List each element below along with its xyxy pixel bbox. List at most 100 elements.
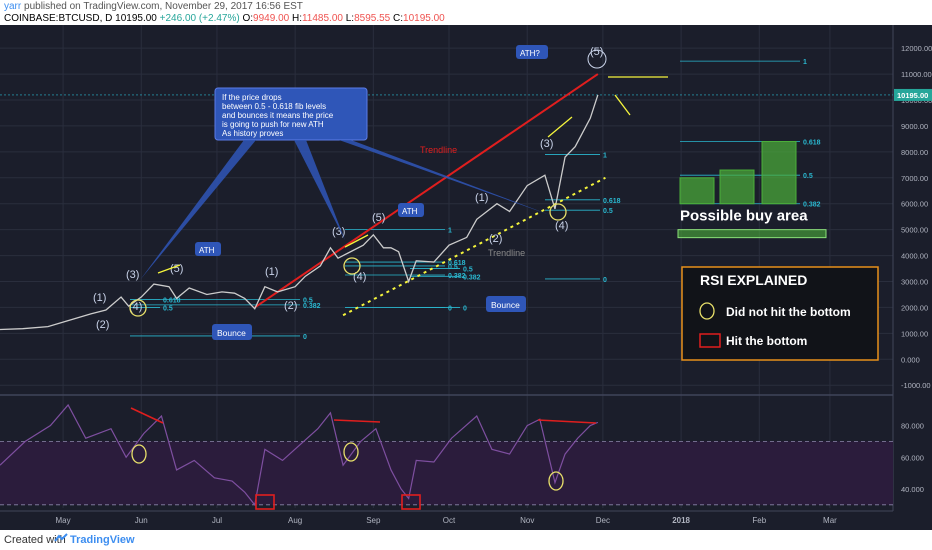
rsi-band [0,441,893,505]
buy-area-label: Possible buy area [680,208,808,225]
fib-label: 0.5 [448,264,458,271]
fib-label: 0.5 [803,173,813,180]
author-link[interactable]: yarr [4,1,22,12]
y-tick-label: 2000.00 [901,303,928,312]
y-tick-label: 3000.00 [901,278,928,287]
rsi-background [0,440,893,506]
rsi-axis: 40.000 60.000 80.000 [901,422,924,494]
open-value: 9949.00 [253,13,290,24]
fib-label: 1 [603,152,607,159]
legend-title: RSI EXPLAINED [700,272,807,288]
legend-ring-icon [699,302,715,320]
y-tick-label: 5000.00 [901,226,928,235]
rsi-divergence [333,419,381,423]
bounce-bubble [486,296,526,312]
wave-label: (3) [126,269,139,281]
wave-label: (2) [284,300,297,312]
rsi-divergence [537,419,597,424]
y-tick-label: 8000.00 [901,148,928,157]
note-line: between 0.5 - 0.618 fib levels [222,102,326,111]
ath-label: ATH [402,207,418,216]
trendline-yellow [342,176,606,317]
fib-label: 0.618 [803,139,821,146]
bounce-label: Bounce [491,300,520,310]
trendline-label: Trendline [420,145,457,155]
axis-strip [893,25,932,530]
y-tick-label: 7000.00 [901,174,928,183]
bounce-ring [129,299,147,317]
chart-canvas[interactable]: -1000.00 0.000 1000.00 2000.00 3000.00 4000.0… [0,25,932,530]
note-line: is going to push for new ATH [222,120,324,129]
bounce-bubble [212,324,252,340]
time-axis: May Jun Jul Aug Sep Oct Nov Dec 2018 Feb Mar [56,516,838,525]
rsi-legend: RSI EXPLAINED Did not hit the bottom Hit t… [681,266,879,361]
x-tick-label: Mar [823,516,837,525]
x-tick-label: 2018 [672,516,690,525]
buy-box [761,140,797,205]
x-tick-label: Sep [366,516,381,525]
bounce-ring [549,203,567,221]
y-tick-label: -1000.00 [901,381,931,390]
wave-label: (4) [129,301,142,313]
y-tick-label: 11000.00 [901,70,932,79]
bounce-label: Bounce [217,328,246,338]
rsi-line [0,403,599,507]
x-tick-label: Dec [596,516,610,525]
rsi-bottom-box [255,494,275,510]
annotations: Possible buy area (1) (2) (3) (4) (5) (1) (2) (3… [93,45,879,510]
fib-label: 0 [463,305,467,312]
high-value: 11485.00 [301,13,343,24]
rsi-tick-label: 40.000 [901,485,924,494]
price-change: +246.00 (+2.47%) [159,13,240,24]
wave-label: (2) [96,319,109,331]
y-tick-label: 12000.00 [901,44,932,53]
trendline-red [254,73,599,309]
note-line: As history proves [222,129,283,138]
x-tick-label: Nov [520,516,534,525]
open-label: O: [242,13,254,24]
x-tick-label: Feb [752,516,766,525]
fib-label: 0.618 [163,298,181,305]
ath-bubble [398,203,424,217]
low-value: 8595.55 [354,13,391,24]
trendlines: Trendline Trendline [254,73,606,317]
wave-label: (3) [540,138,553,150]
ath-label: ATH? [520,49,540,58]
y-tick-label: 1000.00 [901,329,928,338]
fib-label: 0.382 [303,303,321,310]
wave-label: (4) [555,220,568,232]
buy-area-bar [677,229,827,239]
wave-label: (5) [372,212,385,224]
note-pointer [140,140,256,280]
y-tick-label: 4000.00 [901,252,928,261]
rsi-ring [131,444,147,464]
note-box [214,87,368,141]
wave-5-ring [587,49,607,69]
high-label: H: [291,13,302,24]
footer: Created with TradingView [0,530,932,550]
wave-label: (2) [489,233,502,245]
rsi-tick-label: 60.000 [901,453,924,462]
arrow [547,116,573,138]
x-tick-label: Jul [212,516,222,525]
arrow [157,264,181,274]
x-tick-label: Jun [135,516,148,525]
legend-box-icon [699,333,721,348]
legend-item: Hit the bottom [726,334,807,348]
fib-label: 0 [448,305,452,312]
bounce-ring [343,257,361,275]
chart-header: yarr published on TradingView.com, Novem… [0,0,932,25]
tradingview-link[interactable]: TradingView [70,534,135,546]
fib-label: 0.382 [803,202,821,209]
wave-label: (1) [93,292,106,304]
wave-label: (4) [353,271,366,283]
note-line: If the price drops [222,93,282,102]
rsi-ring [548,471,564,491]
tradingview-logo-icon [54,533,68,542]
price-axis: -1000.00 0.000 1000.00 2000.00 3000.00 4000.0… [0,44,932,390]
publish-line: yarr published on TradingView.com, Novem… [4,1,303,13]
fib-label: 0.618 [603,198,621,205]
note-line: and bounces it means the price [222,111,334,120]
fib-label: 0.5 [303,298,313,305]
